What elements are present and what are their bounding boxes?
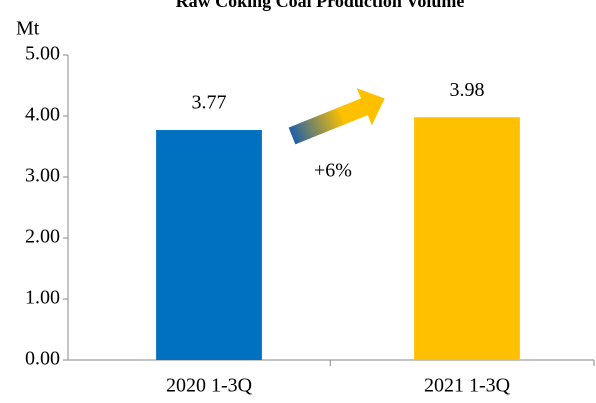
annotation: +6%: [314, 160, 352, 182]
x-tick-label: 2020 1-3Q: [166, 375, 253, 397]
data-label: 3.98: [450, 79, 485, 101]
y-tick-label: 3.00: [25, 165, 60, 187]
y-tick-label: 1.00: [25, 287, 60, 309]
y-tick-label: 4.00: [25, 104, 60, 126]
bar: [156, 130, 262, 360]
y-tick-label: 0.00: [25, 348, 60, 370]
growth-arrow: [288, 88, 385, 145]
data-label: 3.77: [192, 92, 227, 114]
x-tick-label: 2021 1-3Q: [424, 375, 511, 397]
y-axis-label: Mt: [16, 18, 40, 40]
y-tick-label: 5.00: [25, 43, 60, 65]
chart-title: Raw Coking Coal Production Volume: [176, 0, 465, 11]
bar: [414, 117, 520, 360]
y-tick-label: 2.00: [25, 226, 60, 248]
